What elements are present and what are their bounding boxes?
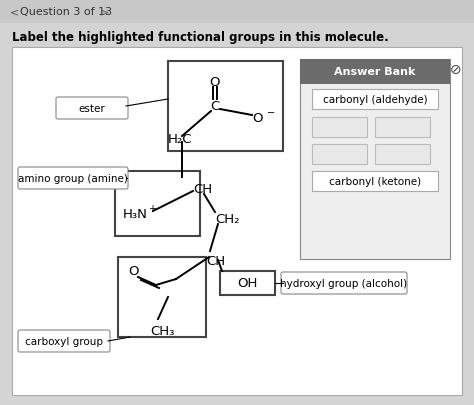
Text: Question 3 of 13: Question 3 of 13 (20, 7, 112, 17)
Text: CH: CH (193, 183, 212, 196)
FancyBboxPatch shape (312, 145, 367, 164)
Text: O: O (210, 75, 220, 88)
Text: CH: CH (206, 254, 225, 267)
Text: CH₂: CH₂ (215, 213, 239, 226)
Text: >: > (100, 7, 109, 17)
FancyBboxPatch shape (118, 257, 206, 337)
FancyBboxPatch shape (300, 60, 450, 259)
Text: Label the highlighted functional groups in this molecule.: Label the highlighted functional groups … (12, 30, 389, 43)
FancyBboxPatch shape (0, 0, 474, 24)
Text: CH₃: CH₃ (150, 324, 174, 337)
FancyBboxPatch shape (12, 48, 462, 395)
Text: C: C (210, 100, 219, 113)
Text: <: < (10, 7, 19, 17)
FancyBboxPatch shape (300, 60, 450, 85)
FancyBboxPatch shape (115, 172, 200, 237)
FancyBboxPatch shape (220, 271, 275, 295)
FancyBboxPatch shape (168, 62, 283, 151)
FancyBboxPatch shape (312, 90, 438, 110)
Text: hydroxyl group (alcohol): hydroxyl group (alcohol) (281, 278, 408, 288)
FancyBboxPatch shape (375, 118, 430, 138)
Text: ⊘: ⊘ (450, 63, 462, 77)
Text: carbonyl (aldehyde): carbonyl (aldehyde) (323, 95, 428, 105)
FancyBboxPatch shape (281, 272, 407, 294)
FancyBboxPatch shape (56, 98, 128, 120)
Text: OH: OH (237, 277, 257, 290)
Text: carboxyl group: carboxyl group (25, 336, 103, 346)
Text: O: O (253, 111, 263, 124)
FancyBboxPatch shape (18, 168, 128, 190)
Text: Answer Bank: Answer Bank (334, 67, 416, 77)
FancyBboxPatch shape (312, 172, 438, 192)
Text: carbonyl (ketone): carbonyl (ketone) (329, 177, 421, 187)
Text: ester: ester (79, 104, 105, 114)
FancyBboxPatch shape (312, 118, 367, 138)
FancyBboxPatch shape (18, 330, 110, 352)
FancyBboxPatch shape (375, 145, 430, 164)
Text: H₃N: H₃N (123, 208, 148, 221)
Text: H₂C: H₂C (168, 133, 192, 146)
Text: −: − (267, 108, 275, 118)
Text: +: + (148, 203, 156, 213)
Text: O: O (128, 265, 138, 278)
Text: amino group (amine): amino group (amine) (18, 174, 128, 183)
